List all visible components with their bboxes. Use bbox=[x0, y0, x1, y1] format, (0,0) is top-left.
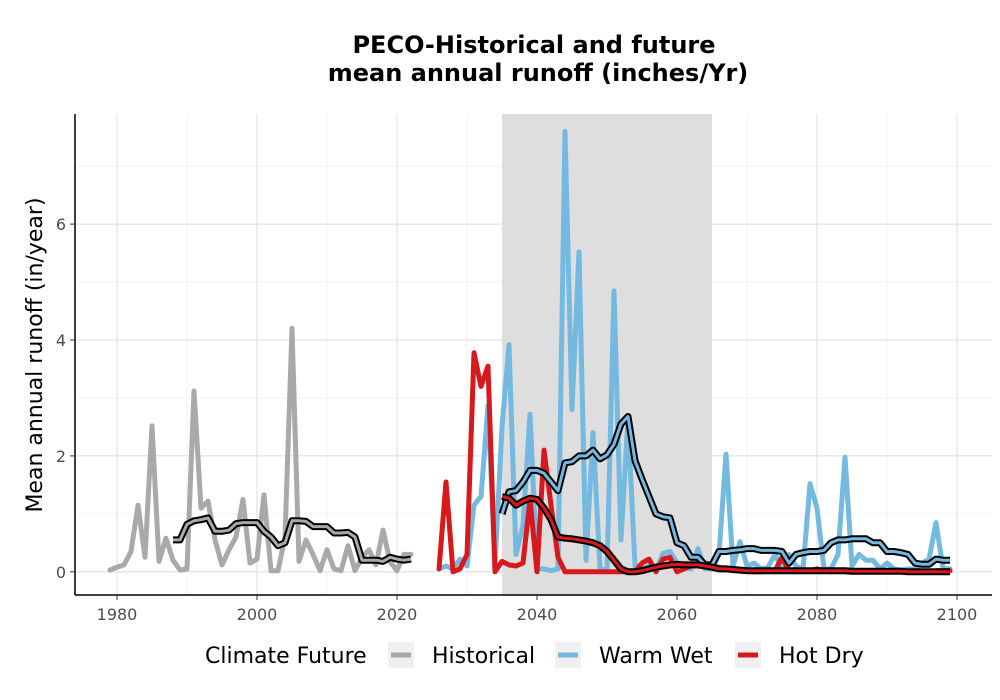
axes: 1980 2000 2020 2040 2060 2080 2100 0 2 4 6 bbox=[56, 114, 992, 624]
y-tick-label: 6 bbox=[56, 215, 66, 234]
x-tick-label: 2040 bbox=[517, 605, 558, 624]
chart-title: PECO-Historical and future mean annual r… bbox=[328, 31, 749, 87]
y-tick-label: 0 bbox=[56, 563, 66, 582]
legend-label-hot-dry: Hot Dry bbox=[779, 644, 864, 669]
x-tick-label: 1980 bbox=[97, 605, 138, 624]
legend: Climate Future Historical Warm Wet Hot Dry bbox=[205, 642, 864, 669]
legend-title: Climate Future bbox=[205, 644, 367, 669]
x-tick-label: 2060 bbox=[657, 605, 698, 624]
y-tick-label: 4 bbox=[56, 331, 66, 350]
x-tick-label: 2020 bbox=[377, 605, 418, 624]
series-layer bbox=[107, 128, 953, 576]
y-tick-label: 2 bbox=[56, 447, 66, 466]
legend-label-warm-wet: Warm Wet bbox=[599, 644, 713, 669]
y-axis-label: Mean annual runoff (in/year) bbox=[23, 197, 48, 512]
warm-wet-rolling-mean bbox=[500, 415, 950, 567]
hot-dry-rolling-mean bbox=[501, 495, 950, 574]
legend-label-historical: Historical bbox=[432, 644, 535, 669]
historical-line bbox=[107, 325, 414, 574]
x-tick-label: 2080 bbox=[797, 605, 838, 624]
chart-title-line-2: mean annual runoff (inches/Yr) bbox=[328, 59, 749, 87]
x-tick-label: 2000 bbox=[237, 605, 278, 624]
x-tick-label: 2100 bbox=[937, 605, 978, 624]
historical-rolling-mean bbox=[173, 516, 412, 563]
chart-title-line-1: PECO-Historical and future bbox=[352, 31, 715, 59]
